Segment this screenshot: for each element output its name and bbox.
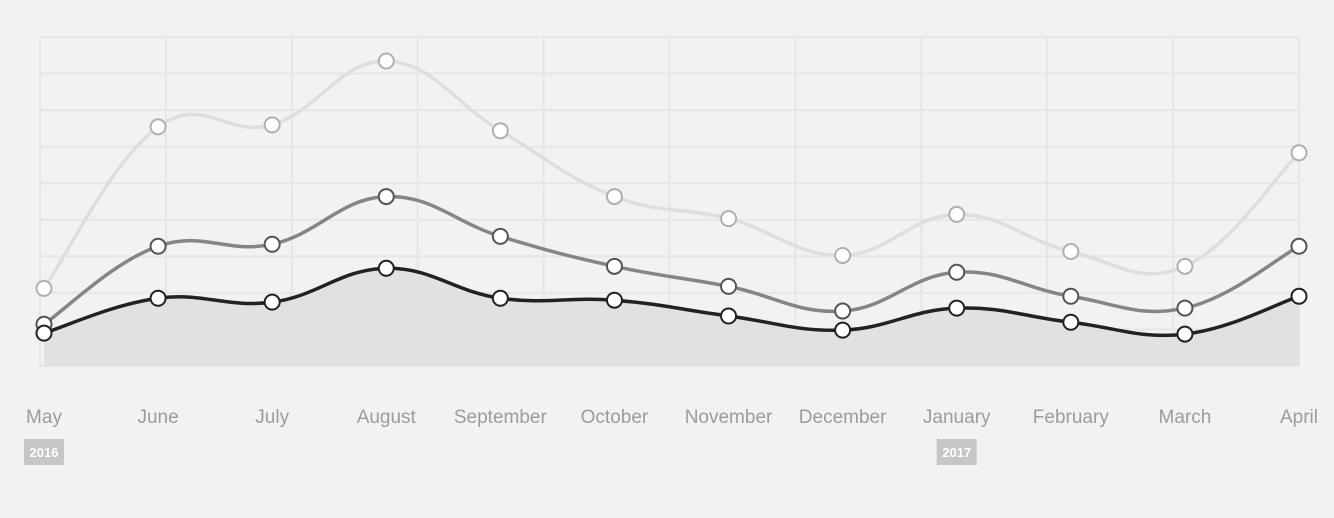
series-1-point[interactable] bbox=[605, 188, 623, 206]
series-1-point[interactable] bbox=[263, 116, 281, 134]
x-tick-label: March bbox=[1159, 407, 1212, 428]
x-tick-label: May bbox=[26, 407, 62, 428]
series-2-point[interactable] bbox=[1290, 237, 1308, 255]
year-badge-background bbox=[24, 439, 64, 465]
series-3-point[interactable] bbox=[1176, 325, 1194, 343]
year-label: 2016 bbox=[30, 445, 59, 460]
series-1-line bbox=[42, 59, 1301, 291]
series-1-point[interactable] bbox=[1290, 144, 1308, 162]
year-badge-background bbox=[936, 439, 977, 465]
year-badge: 2016 bbox=[24, 439, 64, 465]
series-2-point[interactable] bbox=[149, 237, 167, 255]
chart-grid bbox=[39, 36, 1300, 367]
year-label: 2017 bbox=[942, 445, 971, 460]
series-2-point[interactable] bbox=[1062, 287, 1080, 305]
x-tick-label: November bbox=[685, 407, 773, 428]
series-3-point[interactable] bbox=[35, 324, 53, 342]
series-2-point[interactable] bbox=[491, 227, 509, 245]
series-3-point[interactable] bbox=[1062, 313, 1080, 331]
series-1-point[interactable] bbox=[377, 52, 395, 70]
series-3-point[interactable] bbox=[834, 321, 852, 339]
x-tick-label: April bbox=[1280, 407, 1318, 428]
x-tick-label: July bbox=[255, 407, 289, 428]
series-3-point[interactable] bbox=[491, 289, 509, 307]
series-3-point[interactable] bbox=[149, 289, 167, 307]
series-lines bbox=[42, 59, 1301, 338]
series-3-point[interactable] bbox=[263, 293, 281, 311]
series-1-point[interactable] bbox=[149, 118, 167, 136]
x-tick-label: February bbox=[1033, 407, 1110, 428]
series-2-point[interactable] bbox=[720, 277, 738, 295]
series-3-point[interactable] bbox=[605, 291, 623, 309]
series-2-line bbox=[42, 194, 1301, 326]
series-1-point[interactable] bbox=[1062, 243, 1080, 261]
series-2-point[interactable] bbox=[1176, 299, 1194, 317]
x-tick-label: June bbox=[137, 407, 178, 428]
series-3-point[interactable] bbox=[720, 307, 738, 325]
x-tick-label: January bbox=[923, 407, 991, 428]
x-tick-label: December bbox=[799, 407, 887, 428]
series-2-point[interactable] bbox=[263, 235, 281, 253]
series-2-point[interactable] bbox=[948, 263, 966, 281]
series-2-point[interactable] bbox=[834, 302, 852, 320]
x-tick-label: September bbox=[454, 407, 548, 428]
series-3-point[interactable] bbox=[377, 259, 395, 277]
area-layer bbox=[44, 268, 1299, 366]
x-axis: May June July August September October Novembe… bbox=[26, 407, 1318, 428]
series-1-point[interactable] bbox=[720, 210, 738, 228]
year-markers: 2016 2017 bbox=[24, 439, 977, 465]
year-badge: 2017 bbox=[936, 439, 977, 465]
data-points bbox=[35, 52, 1308, 343]
series-3-area bbox=[44, 268, 1299, 366]
series-3-point[interactable] bbox=[1290, 287, 1308, 305]
series-2-point[interactable] bbox=[605, 257, 623, 275]
series-2-point[interactable] bbox=[377, 188, 395, 206]
x-tick-label: August bbox=[357, 407, 417, 428]
series-1-point[interactable] bbox=[948, 205, 966, 223]
series-1-point[interactable] bbox=[491, 122, 509, 140]
series-1-point[interactable] bbox=[35, 279, 53, 297]
series-1-point[interactable] bbox=[1176, 257, 1194, 275]
series-3-point[interactable] bbox=[948, 299, 966, 317]
series-1-point[interactable] bbox=[834, 246, 852, 264]
x-tick-label: October bbox=[581, 407, 649, 428]
